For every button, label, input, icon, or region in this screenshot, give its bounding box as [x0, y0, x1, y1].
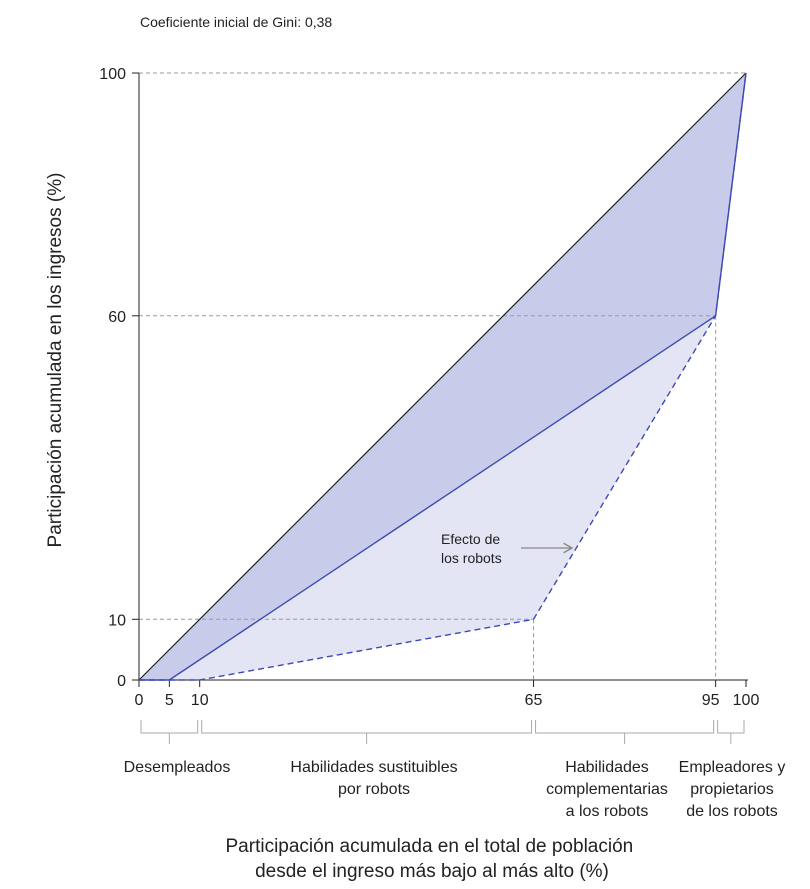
group-bracket — [201, 720, 533, 734]
group-label-line: Empleadores y — [679, 759, 786, 776]
robots-lorenz-curve — [139, 72, 747, 681]
group-label: Desempleados — [124, 759, 231, 776]
y-tick-label-60: 60 — [108, 309, 126, 326]
group-bracket — [717, 720, 745, 734]
equality-line — [138, 72, 747, 681]
group-bracket — [140, 720, 199, 734]
x-tick-label-5: 5 — [165, 692, 174, 709]
group-label: Habilidades sustituibles por robots — [290, 759, 457, 798]
x-tick-label-100: 100 — [733, 692, 760, 709]
population-groups: Desempleados Habilidades sustituibles por … — [124, 720, 786, 820]
x-axis-title-line-1: Participación acumulada en el total de p… — [226, 836, 634, 857]
x-tick-label-10: 10 — [191, 692, 209, 709]
group-label-line: Habilidades — [565, 759, 649, 776]
x-tick-labels: 0 5 10 65 95 100 — [135, 692, 760, 709]
x-axis-title: Participación acumulada en el total de p… — [226, 836, 639, 882]
group-label: Habilidades complementarias a los robots — [546, 759, 668, 820]
group-bracket — [535, 720, 715, 734]
group-label-line: a los robots — [566, 803, 649, 820]
annotation-line-2: los robots — [441, 550, 502, 566]
y-tick-labels: 0 10 60 100 — [99, 66, 126, 690]
group-label: Empleadores y propietarios de los robots — [679, 759, 786, 820]
group-label-line: Desempleados — [124, 759, 231, 776]
y-tick-label-100: 100 — [99, 66, 126, 83]
x-tick-label-0: 0 — [135, 692, 144, 709]
y-tick-label-10: 10 — [108, 612, 126, 629]
axes — [132, 72, 748, 687]
x-tick-label-95: 95 — [702, 692, 720, 709]
x-tick-label-65: 65 — [525, 692, 543, 709]
group-label-line: Habilidades sustituibles — [290, 759, 457, 776]
series-lines — [138, 72, 747, 681]
annotation-line-1: Efecto de — [441, 531, 500, 547]
group-label-line: por robots — [338, 781, 410, 798]
y-tick-label-0: 0 — [117, 673, 126, 690]
group-label-line: propietarios — [690, 781, 774, 798]
x-axis-title-line-2: desde el ingreso más bajo al más alto (%… — [255, 861, 609, 882]
robots-effect-annotation: Efecto de los robots — [441, 531, 574, 566]
gini-note: Coeficiente inicial de Gini: 0,38 — [140, 14, 332, 30]
y-axis-title: Participación acumulada en los ingresos … — [45, 173, 66, 548]
reference-gridlines — [139, 72, 746, 680]
group-label-line: de los robots — [686, 803, 778, 820]
annotation-text: Efecto de los robots — [441, 531, 504, 566]
group-label-line: complementarias — [546, 781, 668, 798]
